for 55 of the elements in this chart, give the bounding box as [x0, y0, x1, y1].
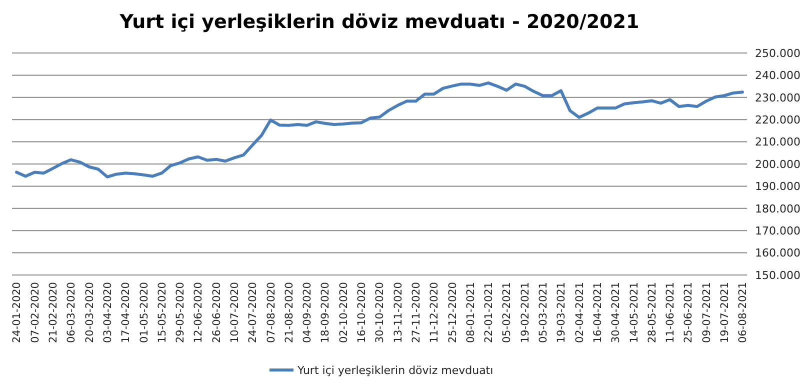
x-tick-label: 12-06-2020 [192, 282, 205, 344]
x-tick-label: 05-02-2021 [501, 282, 514, 344]
x-tick-label: 20-03-2020 [84, 282, 96, 344]
x-tick-label: 30-10-2020 [374, 282, 386, 344]
x-tick-label: 07-02-2020 [29, 282, 42, 344]
y-tick-label: 250.000 [755, 46, 800, 60]
x-tick-label: 17-04-2020 [120, 282, 132, 344]
x-tick-label: 06-08-2021 [737, 282, 750, 344]
x-tick-label: 11-06-2021 [664, 282, 677, 344]
x-tick-label: 03-04-2020 [102, 282, 114, 344]
x-tick-label: 04-09-2020 [302, 282, 314, 344]
y-tick-label: 200.000 [755, 158, 800, 171]
x-tick-label: 25-12-2020 [446, 282, 459, 344]
x-tick-label: 25-06-2021 [682, 282, 695, 344]
x-tick-label: 26-06-2020 [210, 282, 223, 344]
x-tick-label: 27-11-2020 [410, 282, 422, 344]
y-tick-label: 210.000 [755, 136, 800, 149]
x-tick-label: 15-05-2020 [156, 282, 168, 344]
x-tick-label: 21-02-2020 [48, 282, 60, 344]
y-tick-label: 230.000 [755, 91, 800, 104]
x-tick-label: 10-07-2020 [228, 282, 241, 344]
x-tick-label: 28-05-2021 [646, 282, 658, 344]
x-tick-label: 24-07-2020 [247, 282, 260, 344]
x-tick-label: 08-01-2021 [464, 282, 477, 344]
x-tick-label: 30-04-2021 [610, 282, 622, 344]
x-tick-label: 19-03-2021 [556, 282, 568, 344]
y-tick-label: 180.000 [755, 202, 800, 216]
x-tick-label: 14-05-2021 [628, 282, 640, 344]
x-tick-label: 19-02-2021 [519, 282, 532, 344]
x-tick-label: 29-05-2020 [174, 282, 187, 344]
y-tick-label: 240.000 [755, 69, 800, 82]
x-tick-label: 01-05-2020 [138, 282, 150, 344]
y-tick-label: 220.000 [755, 113, 800, 126]
x-tick-label: 16-04-2021 [592, 282, 604, 344]
x-tick-label: 19-07-2021 [718, 282, 731, 344]
x-tick-label: 22-01-2021 [483, 282, 496, 344]
x-tick-label: 13-11-2020 [392, 282, 404, 344]
y-tick-label: 160.000 [755, 246, 800, 260]
y-tick-label: 150.000 [755, 268, 800, 282]
chart-title: Yurt içi yerleşiklerin döviz mevduatı - 2020/2021 [118, 11, 640, 33]
x-tick-label: 05-03-2021 [538, 282, 550, 344]
x-tick-label: 02-10-2020 [338, 282, 350, 344]
x-tick-label: 16-10-2020 [356, 282, 368, 344]
line-series [15, 81, 744, 178]
x-tick-label: 24-01-2020 [11, 282, 24, 344]
y-tick-label: 170.000 [755, 224, 800, 238]
x-tick-label: 06-03-2020 [66, 282, 78, 344]
x-tick-label: 07-08-2020 [265, 282, 278, 344]
x-tick-label: 11-12-2020 [428, 282, 441, 344]
y-tick-label: 190.000 [755, 180, 800, 194]
x-tick-label: 02-04-2021 [574, 282, 586, 344]
x-tick-label: 21-08-2020 [283, 282, 296, 344]
x-tick-label: 18-09-2020 [320, 282, 332, 344]
x-tick-label: 09-07-2021 [700, 282, 713, 344]
legend-label: Yurt içi yerleşiklerin döviz mevduatı [296, 364, 494, 377]
